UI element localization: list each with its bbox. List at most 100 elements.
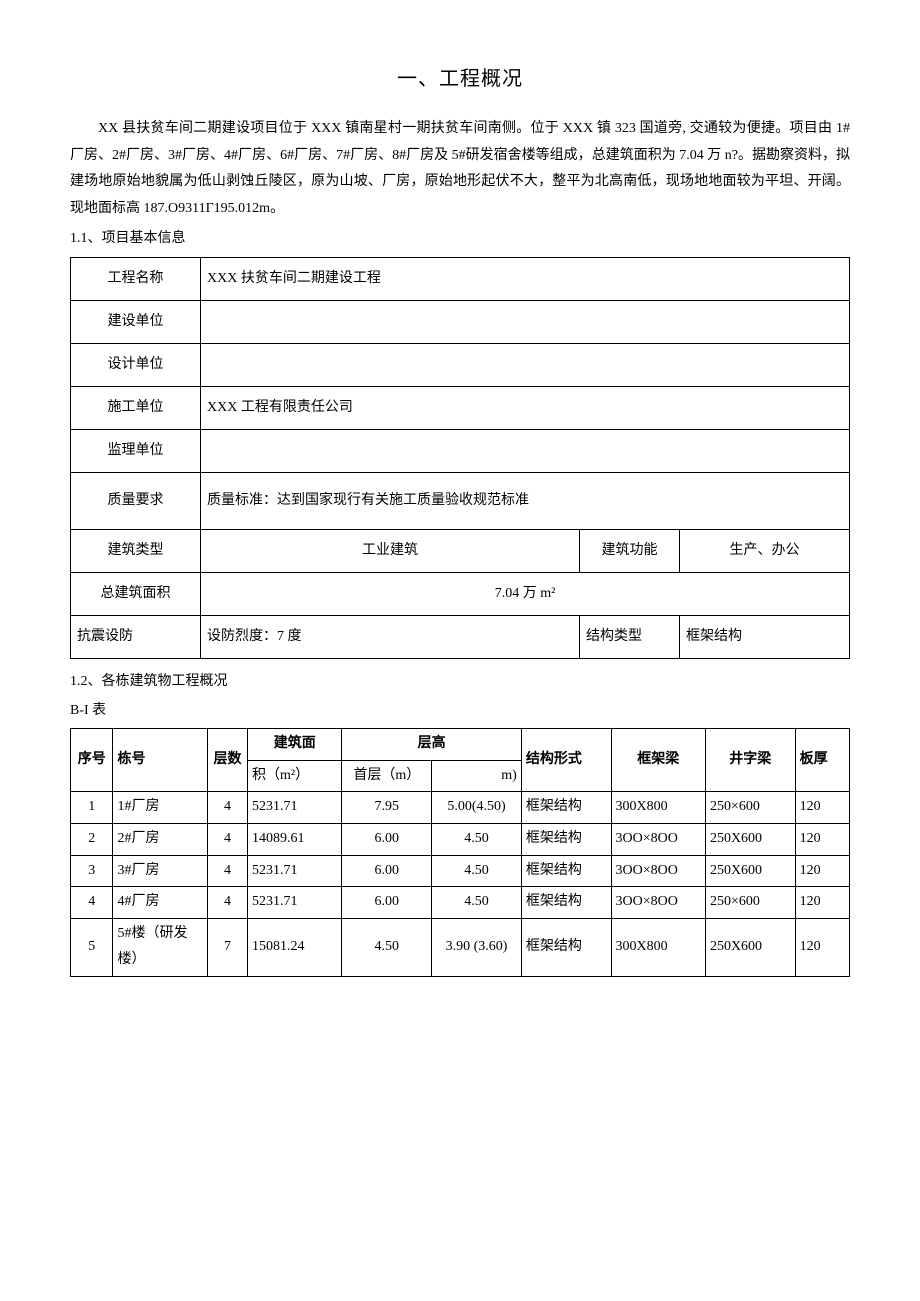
cell: 250X600 bbox=[705, 918, 795, 976]
cell: 3OO×8OO bbox=[611, 823, 705, 855]
cell: 250×600 bbox=[705, 792, 795, 824]
cell: 框架结构 bbox=[521, 823, 611, 855]
label-quality: 质量要求 bbox=[71, 472, 201, 529]
cell: 250×600 bbox=[705, 887, 795, 919]
value-owner bbox=[201, 300, 850, 343]
label-seismic: 抗震设防 bbox=[71, 615, 201, 658]
page-title: 一、工程概况 bbox=[70, 60, 850, 98]
table-row: 建筑类型 工业建筑 建筑功能 生产、办公 bbox=[71, 529, 850, 572]
label-building-func: 建筑功能 bbox=[580, 529, 680, 572]
col-seq: 序号 bbox=[71, 729, 113, 792]
col-frame-beam: 框架梁 bbox=[611, 729, 705, 792]
project-info-table: 工程名称 XXX 扶贫车间二期建设工程 建设单位 设计单位 施工单位 XXX 工… bbox=[70, 257, 850, 659]
label-contractor: 施工单位 bbox=[71, 386, 201, 429]
cell: 120 bbox=[795, 823, 849, 855]
cell: 4 bbox=[207, 887, 247, 919]
cell: 120 bbox=[795, 792, 849, 824]
col-area: 建筑面 bbox=[248, 729, 342, 761]
value-struct-type: 框架结构 bbox=[680, 615, 850, 658]
cell: 300X800 bbox=[611, 918, 705, 976]
intro-paragraph: XX 县扶贫车间二期建设项目位于 XXX 镇南星村一期扶贫车间南侧。位于 XXX… bbox=[70, 116, 850, 222]
cell: 3OO×8OO bbox=[611, 855, 705, 887]
cell: 2 bbox=[71, 823, 113, 855]
cell: 4#厂房 bbox=[113, 887, 207, 919]
label-struct-type: 结构类型 bbox=[580, 615, 680, 658]
cell: 5231.71 bbox=[248, 855, 342, 887]
cell: 4.50 bbox=[432, 887, 522, 919]
cell: 5.00(4.50) bbox=[432, 792, 522, 824]
buildings-table: 序号 栋号 层数 建筑面 层高 结构形式 框架梁 井字梁 板厚 积（m²） 首层… bbox=[70, 728, 850, 977]
cell: 7.95 bbox=[342, 792, 432, 824]
table-row: 抗震设防 设防烈度：7 度 结构类型 框架结构 bbox=[71, 615, 850, 658]
cell: 4 bbox=[207, 823, 247, 855]
col-height: 层高 bbox=[342, 729, 521, 761]
cell: 框架结构 bbox=[521, 887, 611, 919]
cell: 4 bbox=[71, 887, 113, 919]
col-floors: 层数 bbox=[207, 729, 247, 792]
label-owner: 建设单位 bbox=[71, 300, 201, 343]
cell: 120 bbox=[795, 918, 849, 976]
table-label: B-I 表 bbox=[70, 698, 850, 725]
cell: 2#厂房 bbox=[113, 823, 207, 855]
table-row: 建设单位 bbox=[71, 300, 850, 343]
cell: 3OO×8OO bbox=[611, 887, 705, 919]
col-slab: 板厚 bbox=[795, 729, 849, 792]
cell: 6.00 bbox=[342, 887, 432, 919]
value-seismic: 设防烈度：7 度 bbox=[201, 615, 580, 658]
table-row: 设计单位 bbox=[71, 343, 850, 386]
cell: 15081.24 bbox=[248, 918, 342, 976]
cell: 250X600 bbox=[705, 855, 795, 887]
value-designer bbox=[201, 343, 850, 386]
cell: 6.00 bbox=[342, 823, 432, 855]
table-row: 44#厂房45231.716.004.50框架结构3OO×8OO250×6001… bbox=[71, 887, 850, 919]
table-row: 11#厂房45231.717.955.00(4.50)框架结构300X80025… bbox=[71, 792, 850, 824]
cell: 1#厂房 bbox=[113, 792, 207, 824]
value-building-type: 工业建筑 bbox=[201, 529, 580, 572]
label-designer: 设计单位 bbox=[71, 343, 201, 386]
col-struct: 结构形式 bbox=[521, 729, 611, 792]
table-row: 55#楼（研发楼）715081.244.503.90 (3.60)框架结构300… bbox=[71, 918, 850, 976]
table-row: 工程名称 XXX 扶贫车间二期建设工程 bbox=[71, 257, 850, 300]
table-row: 33#厂房45231.716.004.50框架结构3OO×8OO250X6001… bbox=[71, 855, 850, 887]
cell: 250X600 bbox=[705, 823, 795, 855]
table-header-row: 序号 栋号 层数 建筑面 层高 结构形式 框架梁 井字梁 板厚 bbox=[71, 729, 850, 761]
cell: 4 bbox=[207, 855, 247, 887]
cell: 4.50 bbox=[342, 918, 432, 976]
cell: 14089.61 bbox=[248, 823, 342, 855]
col-area-unit: 积（m²） bbox=[248, 760, 342, 792]
table-row: 监理单位 bbox=[71, 429, 850, 472]
col-other-floor-h: m) bbox=[432, 760, 522, 792]
col-first-floor-h: 首层（m） bbox=[342, 760, 432, 792]
col-building-no: 栋号 bbox=[113, 729, 207, 792]
cell: 5231.71 bbox=[248, 792, 342, 824]
cell: 框架结构 bbox=[521, 918, 611, 976]
section-1-1-heading: 1.1、项目基本信息 bbox=[70, 226, 850, 253]
table-row: 施工单位 XXX 工程有限责任公司 bbox=[71, 386, 850, 429]
col-grid-beam: 井字梁 bbox=[705, 729, 795, 792]
table-row: 22#厂房414089.616.004.50框架结构3OO×8OO250X600… bbox=[71, 823, 850, 855]
label-supervisor: 监理单位 bbox=[71, 429, 201, 472]
value-total-area: 7.04 万 m² bbox=[201, 572, 850, 615]
cell: 120 bbox=[795, 855, 849, 887]
cell: 300X800 bbox=[611, 792, 705, 824]
cell: 120 bbox=[795, 887, 849, 919]
value-project-name: XXX 扶贫车间二期建设工程 bbox=[201, 257, 850, 300]
cell: 4 bbox=[207, 792, 247, 824]
cell: 6.00 bbox=[342, 855, 432, 887]
cell: 3 bbox=[71, 855, 113, 887]
cell: 1 bbox=[71, 792, 113, 824]
cell: 5231.71 bbox=[248, 887, 342, 919]
value-supervisor bbox=[201, 429, 850, 472]
cell: 4.50 bbox=[432, 855, 522, 887]
cell: 7 bbox=[207, 918, 247, 976]
cell: 框架结构 bbox=[521, 855, 611, 887]
cell: 4.50 bbox=[432, 823, 522, 855]
label-building-type: 建筑类型 bbox=[71, 529, 201, 572]
table-row: 总建筑面积 7.04 万 m² bbox=[71, 572, 850, 615]
table-row: 质量要求 质量标准：达到国家现行有关施工质量验收规范标准 bbox=[71, 472, 850, 529]
cell: 5#楼（研发楼） bbox=[113, 918, 207, 976]
cell: 3#厂房 bbox=[113, 855, 207, 887]
cell: 框架结构 bbox=[521, 792, 611, 824]
value-contractor: XXX 工程有限责任公司 bbox=[201, 386, 850, 429]
label-project-name: 工程名称 bbox=[71, 257, 201, 300]
